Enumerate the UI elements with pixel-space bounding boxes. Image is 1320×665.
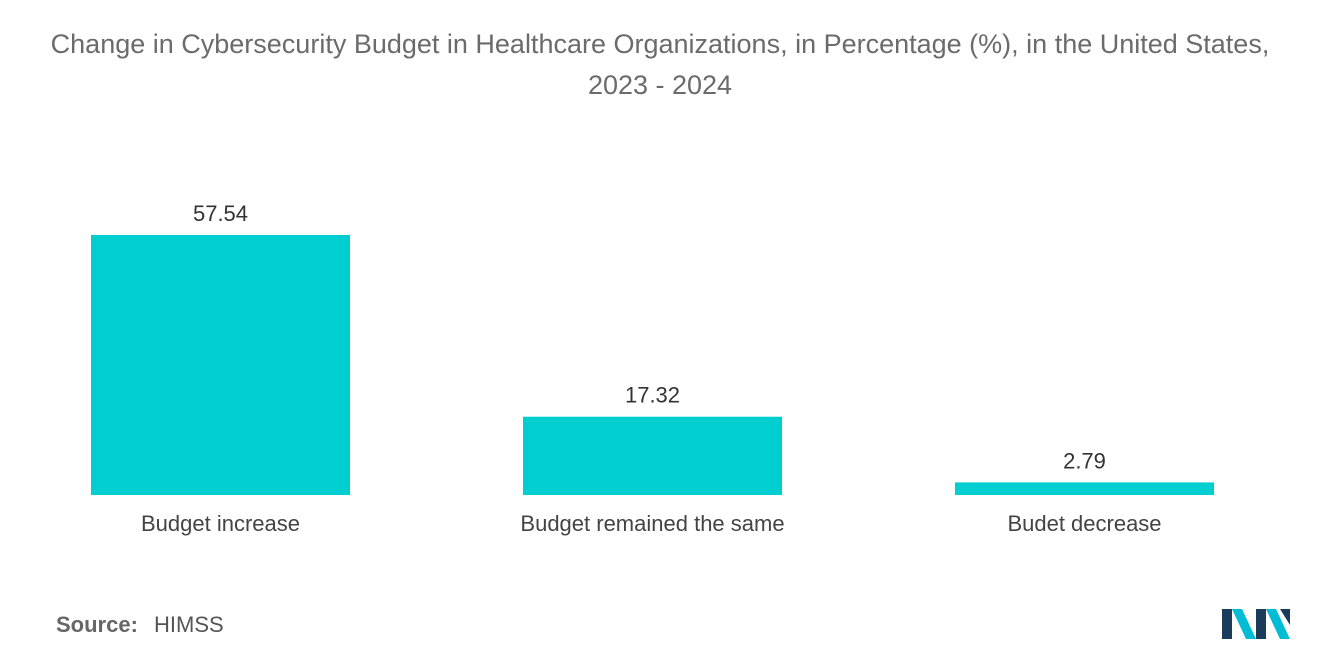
bar-2 xyxy=(523,416,782,495)
bar-value-label-1: 57.54 xyxy=(193,201,248,226)
source-value: HIMSS xyxy=(154,612,224,637)
category-label-2: Budget remained the same xyxy=(520,511,784,536)
bar-value-label-2: 17.32 xyxy=(625,383,680,408)
bar-3 xyxy=(955,482,1214,495)
chart-title: Change in Cybersecurity Budget in Health… xyxy=(50,29,1270,100)
bar-1 xyxy=(91,235,350,495)
category-label-3: Budet decrease xyxy=(1007,511,1161,536)
bar-value-label-3: 2.79 xyxy=(1063,448,1106,473)
mordor-intelligence-logo-icon xyxy=(1222,609,1290,639)
category-label-1: Budget increase xyxy=(141,511,300,536)
source-line: Source: HIMSS xyxy=(56,612,224,638)
source-label: Source: xyxy=(56,612,138,637)
